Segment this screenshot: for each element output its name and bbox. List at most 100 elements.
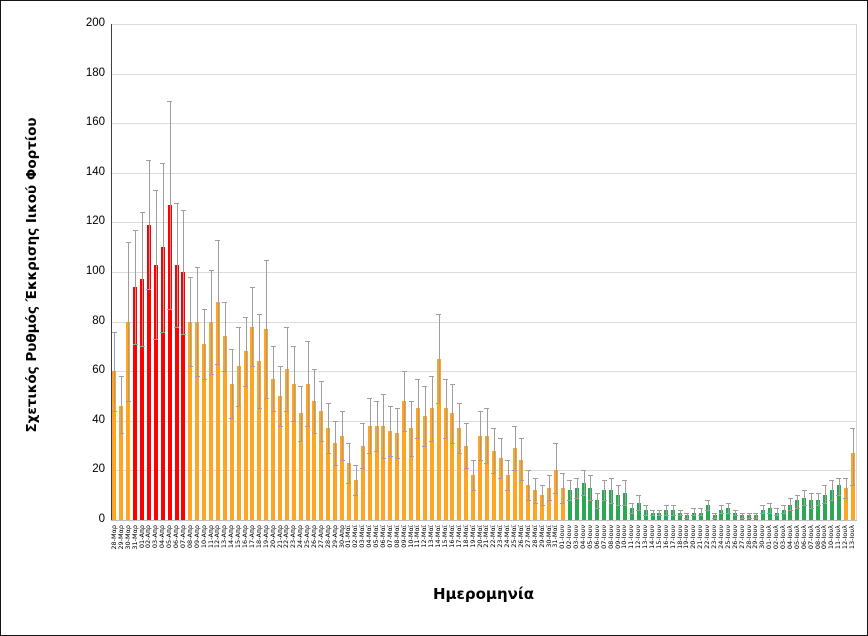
error-bar-cap-bottom [532,502,538,504]
error-bar-cap-bottom [518,480,524,482]
error-bar-cap-bottom [581,495,587,497]
error-bar-cap-top [346,443,352,445]
error-bar-cap-top [318,381,324,383]
bar [829,490,834,520]
error-bar-cap-top [477,410,483,412]
error-bar-cap-top [843,477,849,479]
error-bar [493,428,495,473]
bar [374,425,379,520]
error-bar-cap-bottom [787,510,793,512]
error-bar-cap-top [594,492,600,494]
error-bar [148,160,150,290]
error-bar [231,348,233,419]
error-bar [618,485,619,506]
error-bar [604,480,606,501]
error-bar-cap-top [794,495,800,497]
error-bar-cap-top [781,505,787,507]
error-bar-cap-top [187,276,193,278]
bar [202,343,207,520]
bar [402,400,407,520]
error-bar-cap-bottom [629,512,635,514]
error-bar [431,376,433,441]
error-bar-cap-bottom [643,515,649,517]
bar [547,487,552,520]
error-bar-cap-top [125,242,131,244]
error-bar [700,507,702,516]
bar [222,336,227,520]
error-bar-cap-bottom [401,430,407,432]
error-bar [645,505,647,516]
bar [602,490,607,520]
error-bar-cap-bottom [808,507,814,509]
bar [753,515,758,520]
error-bar-cap-bottom [187,366,193,368]
error-bar-cap-top [753,512,759,514]
bar [684,515,689,520]
error-bar-cap-bottom [449,443,455,445]
error-bar-cap-top [332,420,338,422]
bar [278,396,282,520]
error-bar-cap-top [767,502,773,504]
error-bar [500,438,502,478]
error-bar-cap-top [670,505,676,507]
error-bar-cap-bottom [794,507,800,509]
error-bar-cap-bottom [512,470,518,472]
error-bar [217,239,219,364]
bar [809,500,814,520]
error-bar-cap-bottom [367,453,373,455]
bar [802,497,807,520]
bar [209,321,214,520]
error-bar-cap-top [553,443,559,445]
error-bar-cap-top [787,497,793,499]
bar [298,413,303,520]
bar [609,490,614,520]
error-bar-cap-bottom [622,505,628,507]
bar [257,361,262,520]
error-bar-cap-top [829,480,835,482]
y-axis-title: Σχετικός Ρυθμός Έκκρισης Ιικού Φορτίου [24,117,40,433]
error-bar-cap-top [587,475,593,477]
error-bar [749,512,751,518]
error-bar-cap-bottom [815,505,821,507]
error-bar-cap-top [249,286,255,288]
error-bar [459,403,461,454]
error-bar-cap-bottom [546,500,552,502]
error-bar-cap-bottom [836,495,842,497]
error-bar-cap-top [415,378,421,380]
error-bar-cap-bottom [360,467,366,469]
bar [333,443,338,520]
error-bar [528,470,530,501]
error-bar-cap-bottom [739,517,745,519]
bar [119,405,124,520]
error-bar-cap-bottom [118,433,124,435]
error-bar [831,480,833,501]
y-tick-label: 120 [85,215,105,228]
error-bar-cap-bottom [215,363,221,365]
error-bar [535,477,537,503]
bar [581,482,586,520]
error-bar [707,500,709,511]
error-bar-cap-top [374,400,380,402]
error-bar-cap-top [712,512,718,514]
error-bar-cap-bottom [484,462,490,464]
error-bar [514,425,516,471]
error-bar-cap-top [208,269,214,271]
error-bar-cap-top [201,309,207,311]
error-bar [569,480,571,501]
error-bar-cap-top [718,505,724,507]
error-bar-cap-bottom [712,517,718,519]
error-bar-cap-top [574,477,580,479]
error-bar-cap-bottom [463,467,469,469]
error-bar-cap-top [387,405,393,407]
error-bar-cap-top [567,480,573,482]
bar [271,378,276,520]
bar [512,448,517,520]
bar [195,321,200,520]
error-bar-cap-top [353,465,359,467]
error-bar-cap-top [174,202,180,204]
error-bar [424,386,426,446]
error-bar-cap-bottom [125,400,131,402]
gridline [111,172,856,174]
error-bar [307,341,309,426]
error-bar [452,383,454,444]
